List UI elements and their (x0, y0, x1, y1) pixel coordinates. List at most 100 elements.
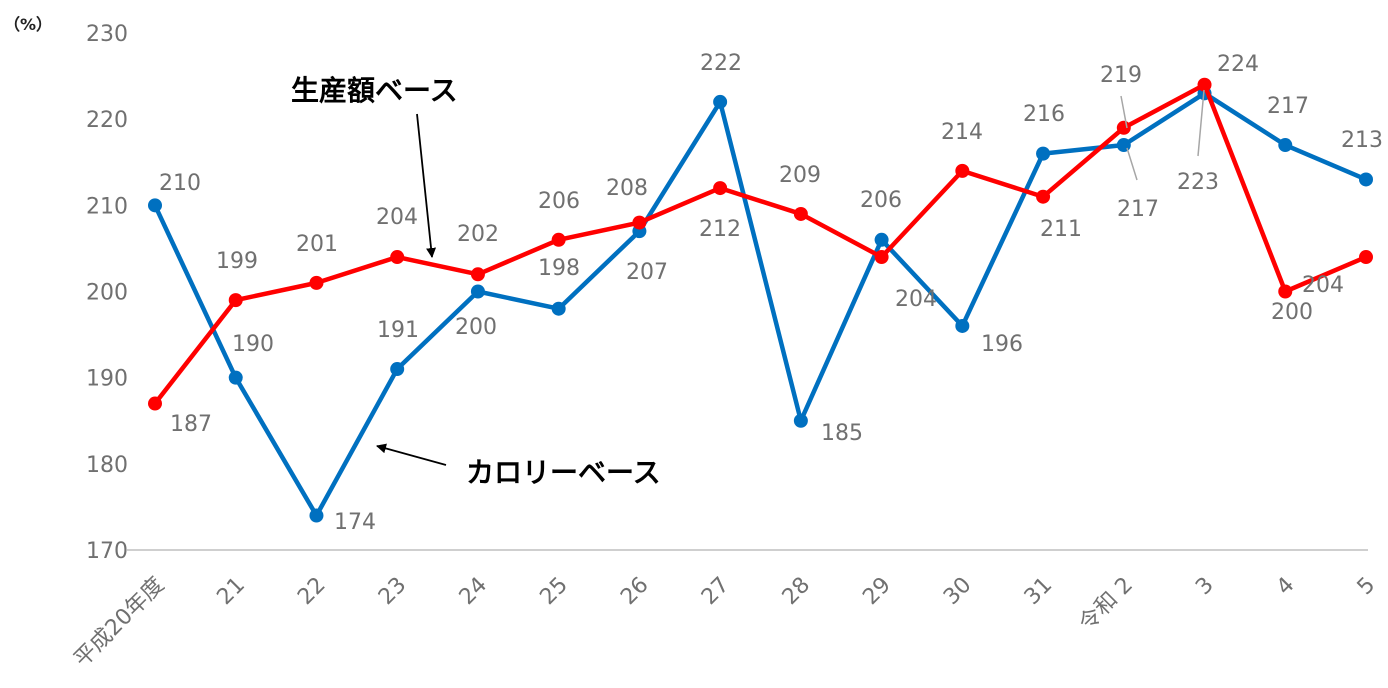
data-label: 214 (941, 120, 983, 145)
data-label: 202 (457, 222, 499, 247)
data-point (955, 163, 970, 178)
data-point (551, 232, 566, 247)
x-tick-label: 27 (697, 573, 734, 610)
x-tick-label: 22 (293, 573, 330, 610)
annotation-calorie: カロリーベース (376, 443, 661, 489)
data-point (470, 284, 485, 299)
data-label: 213 (1341, 128, 1383, 153)
y-unit-label: （%） (4, 15, 52, 34)
leader-line (1126, 147, 1138, 181)
x-tick-label: 23 (374, 573, 411, 610)
x-tick-label: 30 (939, 573, 976, 610)
y-tick-label: 180 (86, 453, 128, 478)
x-tick-label: 29 (858, 573, 895, 610)
data-label: 185 (821, 421, 863, 446)
x-tick-label: 31 (1020, 573, 1057, 610)
y-tick-label: 170 (86, 539, 128, 564)
data-label: 199 (216, 249, 258, 274)
label-leader-lines (1120, 89, 1205, 181)
data-label: 223 (1177, 170, 1219, 195)
x-tick-label: 4 (1272, 573, 1300, 601)
leader-line (1120, 95, 1128, 129)
data-point (874, 232, 889, 247)
data-point (793, 206, 808, 221)
data-point (874, 250, 889, 265)
data-label: 187 (170, 412, 212, 437)
data-label: 174 (334, 510, 376, 535)
data-label: 206 (860, 188, 902, 213)
data-label: 201 (296, 232, 338, 257)
series-line (152, 91, 1367, 518)
data-point (148, 198, 162, 213)
data-label: 217 (1267, 94, 1309, 119)
y-tick-label: 210 (86, 194, 128, 219)
annotation-production-value-arrow (416, 113, 437, 258)
data-label: 212 (699, 217, 741, 242)
data-point (1197, 77, 1212, 92)
data-label: 210 (159, 171, 201, 196)
series-line (153, 82, 1367, 405)
x-tick-label: 5 (1353, 573, 1381, 601)
data-point (390, 250, 405, 265)
data-point (470, 267, 485, 282)
y-axis-ticks: 170 180 190 200 210 220 230 (86, 22, 128, 564)
data-point (1036, 146, 1051, 161)
annotation-calorie-arrow (376, 443, 447, 466)
x-tick-label: 令和 2 (1074, 573, 1138, 637)
data-label: 204 (895, 287, 937, 312)
data-point (793, 413, 808, 428)
x-tick-label: 26 (616, 573, 653, 610)
data-label: 200 (455, 315, 497, 340)
x-tick-label: 3 (1191, 573, 1219, 601)
data-point (955, 318, 970, 333)
data-labels: 210 190 174 191 200 198 207 222 185 206 196 216 217 2… (159, 51, 1383, 535)
data-point (1359, 250, 1373, 265)
data-label: 211 (1040, 217, 1082, 242)
data-label: 207 (626, 260, 668, 285)
data-label: 204 (1302, 273, 1344, 298)
data-point (713, 94, 728, 109)
data-label: 190 (232, 332, 274, 357)
data-point (1116, 138, 1131, 153)
data-point (713, 181, 728, 196)
data-point (1116, 120, 1131, 135)
y-tick-label: 220 (86, 108, 128, 133)
data-point (228, 293, 243, 308)
data-label: 208 (606, 176, 648, 201)
data-point (1359, 172, 1373, 187)
data-label: 222 (700, 51, 742, 76)
x-tick-label: 21 (212, 573, 249, 610)
data-label: 216 (1023, 102, 1065, 127)
data-point (1278, 284, 1293, 299)
data-label: 191 (377, 318, 419, 343)
x-tick-label: 24 (455, 573, 492, 610)
x-axis-ticks: 平成20年度 21 22 23 24 25 26 27 28 29 30 31 令和 2 3 4 5 (70, 573, 1381, 673)
y-tick-label: 230 (86, 22, 128, 47)
y-tick-label: 190 (86, 367, 128, 392)
data-point (1036, 189, 1051, 204)
data-point (228, 370, 243, 385)
data-label: 209 (779, 163, 821, 188)
data-label: 219 (1100, 63, 1142, 88)
data-label: 204 (376, 205, 418, 230)
annotation-production-value: 生産額ベース (291, 74, 458, 258)
leader-line (1197, 89, 1205, 157)
x-tick-label: 25 (535, 573, 572, 610)
data-point (309, 508, 324, 523)
data-label: 224 (1217, 52, 1259, 77)
data-point (551, 301, 566, 316)
data-label: 198 (538, 256, 580, 281)
x-tick-label: 28 (778, 573, 815, 610)
annotation-calorie-text: カロリーベース (466, 456, 661, 489)
data-label: 217 (1117, 197, 1159, 222)
y-tick-label: 200 (86, 281, 128, 306)
data-point (390, 362, 405, 377)
data-label: 206 (538, 189, 580, 214)
annotation-production-value-text: 生産額ベース (291, 74, 458, 107)
x-tick-label: 平成20年度 (70, 573, 170, 673)
data-point (1278, 138, 1293, 153)
data-label: 196 (981, 332, 1023, 357)
data-point (309, 275, 324, 290)
data-point (632, 215, 647, 230)
